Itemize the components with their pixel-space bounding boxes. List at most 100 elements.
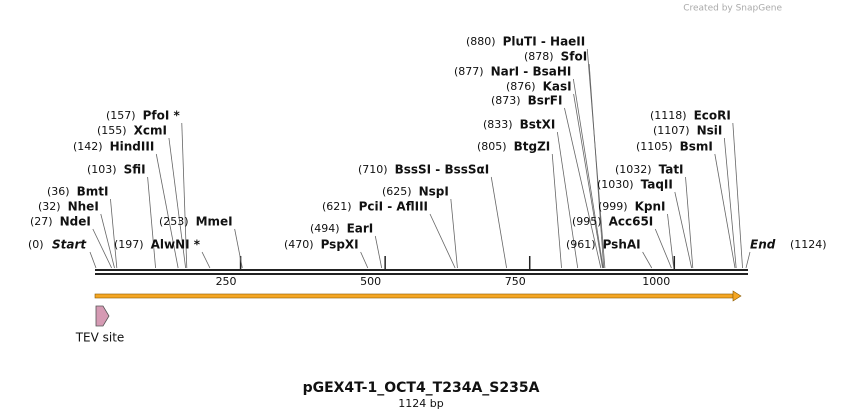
site-name: NspI: [419, 185, 449, 199]
site-line: [168, 137, 187, 269]
feature-arrow: [95, 305, 110, 327]
site-line: [92, 228, 112, 269]
site-name: NsiI: [697, 124, 723, 138]
site-line: [642, 251, 653, 269]
site-name: HindIII: [110, 140, 155, 154]
site-name: BsmI: [680, 140, 713, 154]
site-line: [674, 191, 693, 269]
site-line: [723, 137, 737, 269]
site-name: SfoI: [561, 50, 588, 64]
site-name: KpnI: [635, 200, 666, 214]
site-name: NheI: [68, 200, 99, 214]
site-position: (625): [382, 185, 412, 198]
site-position: (253): [159, 215, 189, 228]
site-line: [490, 176, 507, 269]
site-name: PshAI: [603, 238, 641, 252]
end-line: [745, 251, 751, 269]
site-name: NarI - BsaHI: [491, 65, 572, 79]
site-line: [147, 176, 156, 269]
site-position: (142): [73, 140, 103, 153]
site-line: [573, 93, 603, 269]
end-label: End: [750, 238, 776, 252]
site-line: [181, 122, 188, 269]
site-line: [450, 198, 458, 269]
site-line: [360, 251, 369, 269]
site-name: Acc65I: [609, 215, 654, 229]
map-subtitle: 1124 bp: [398, 397, 443, 410]
end-position: (1124): [790, 238, 827, 251]
start-position: (0): [28, 238, 44, 251]
site-line: [654, 228, 672, 269]
site-name: KasI: [543, 80, 572, 94]
site-name: PluTI - HaeII: [503, 35, 586, 49]
site-line: [564, 107, 602, 269]
site-name: BstXI: [520, 118, 556, 132]
site-line: [429, 213, 456, 269]
site-line: [374, 235, 383, 269]
site-position: (1030): [597, 178, 634, 191]
site-name: PciI - AflIII: [359, 200, 428, 214]
feature-label: TEV site: [75, 331, 125, 345]
site-name: BtgZI: [514, 140, 551, 154]
site-name: TatI: [659, 163, 684, 177]
site-position: (36): [47, 185, 70, 198]
site-line: [201, 251, 211, 269]
site-name: BssSI - BssSαI: [395, 163, 490, 177]
site-position: (1032): [615, 163, 652, 176]
tick-label: 500: [360, 275, 381, 288]
site-position: (995): [572, 215, 602, 228]
site-position: (880): [466, 35, 496, 48]
site-name: EcoRI: [694, 109, 731, 123]
site-line: [155, 153, 179, 269]
site-position: (1105): [636, 140, 673, 153]
site-name: MmeI: [196, 215, 233, 229]
site-line: [100, 213, 115, 269]
site-position: (961): [566, 238, 596, 251]
site-name: SfiI: [124, 163, 146, 177]
site-position: (1118): [650, 109, 687, 122]
orf-arrow-head: [732, 290, 742, 302]
site-position: (805): [477, 140, 507, 153]
site-position: (197): [114, 238, 144, 251]
site-position: (494): [310, 222, 340, 235]
map-title: pGEX4T-1_OCT4_T234A_S235A: [303, 380, 540, 396]
site-name: AlwNI *: [151, 238, 201, 252]
site-name: BsrFI: [528, 94, 563, 108]
site-name: PfoI *: [143, 109, 181, 123]
orf-arrow: [94, 293, 734, 299]
tick-label: 250: [216, 275, 237, 288]
site-position: (103): [87, 163, 117, 176]
site-name: XcmI: [134, 124, 167, 138]
site-line: [556, 131, 579, 269]
site-position: (999): [598, 200, 628, 213]
tick-label: 1000: [642, 275, 670, 288]
site-line: [732, 122, 743, 269]
site-position: (470): [284, 238, 314, 251]
site-position: (877): [454, 65, 484, 78]
site-position: (876): [506, 80, 536, 93]
site-name: EarI: [347, 222, 374, 236]
site-name: PspXI: [321, 238, 359, 252]
site-position: (878): [524, 50, 554, 63]
tick-label: 750: [505, 275, 526, 288]
start-line: [89, 251, 97, 269]
site-line: [110, 198, 118, 269]
site-name: TaqII: [641, 178, 673, 192]
site-line: [667, 213, 675, 269]
site-line: [572, 78, 604, 269]
site-position: (32): [38, 200, 61, 213]
credit: Created by SnapGene: [683, 4, 782, 14]
site-line: [234, 228, 243, 269]
site-position: (621): [322, 200, 352, 213]
site-position: (27): [30, 215, 53, 228]
site-position: (710): [358, 163, 388, 176]
site-line: [586, 48, 606, 269]
site-position: (873): [491, 94, 521, 107]
start-label: Start: [52, 238, 87, 252]
site-line: [685, 176, 694, 269]
site-line: [714, 153, 736, 269]
site-line: [551, 153, 562, 269]
site-position: (157): [106, 109, 136, 122]
site-position: (1107): [653, 124, 690, 137]
